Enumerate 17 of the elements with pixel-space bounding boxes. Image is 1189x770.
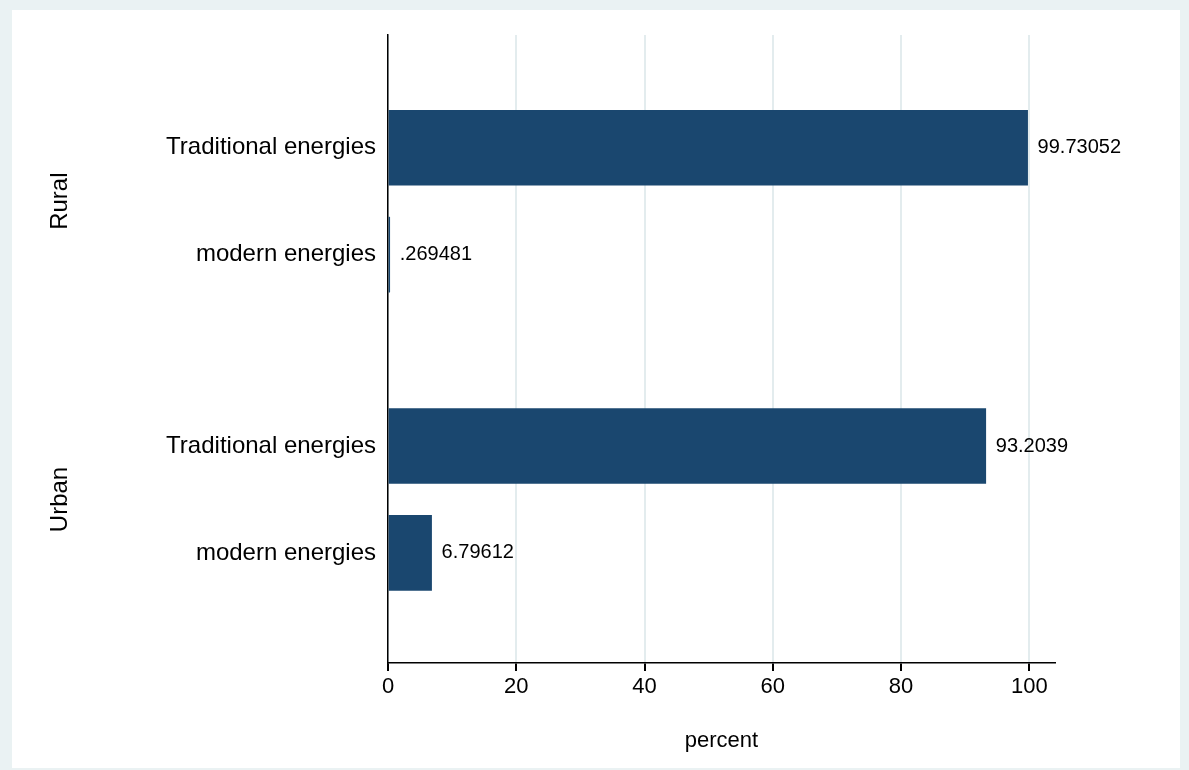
y-tick-label: Traditional energies	[166, 132, 376, 160]
data-label: 93.2039	[995, 433, 1069, 456]
text: Rural	[44, 172, 72, 230]
x-tick-label: 0	[381, 673, 395, 699]
data-label: .269481	[399, 242, 473, 265]
y-tick-label: modern energies	[195, 239, 376, 267]
x-tick-label: 80	[888, 673, 914, 699]
x-tick-label: 100	[1010, 673, 1048, 699]
data-label: 6.79612	[441, 540, 514, 563]
y-tick-label: Traditional energies	[166, 430, 376, 458]
x-axis-title: percent	[684, 726, 759, 752]
x-tick-label: 40	[632, 673, 657, 699]
x-tick-label: 60	[760, 673, 786, 699]
y-tick-label: modern energies	[195, 537, 376, 565]
text: Urban	[44, 466, 72, 533]
data-label: 99.73052	[1037, 135, 1122, 158]
x-tick-label: 20	[504, 673, 529, 699]
